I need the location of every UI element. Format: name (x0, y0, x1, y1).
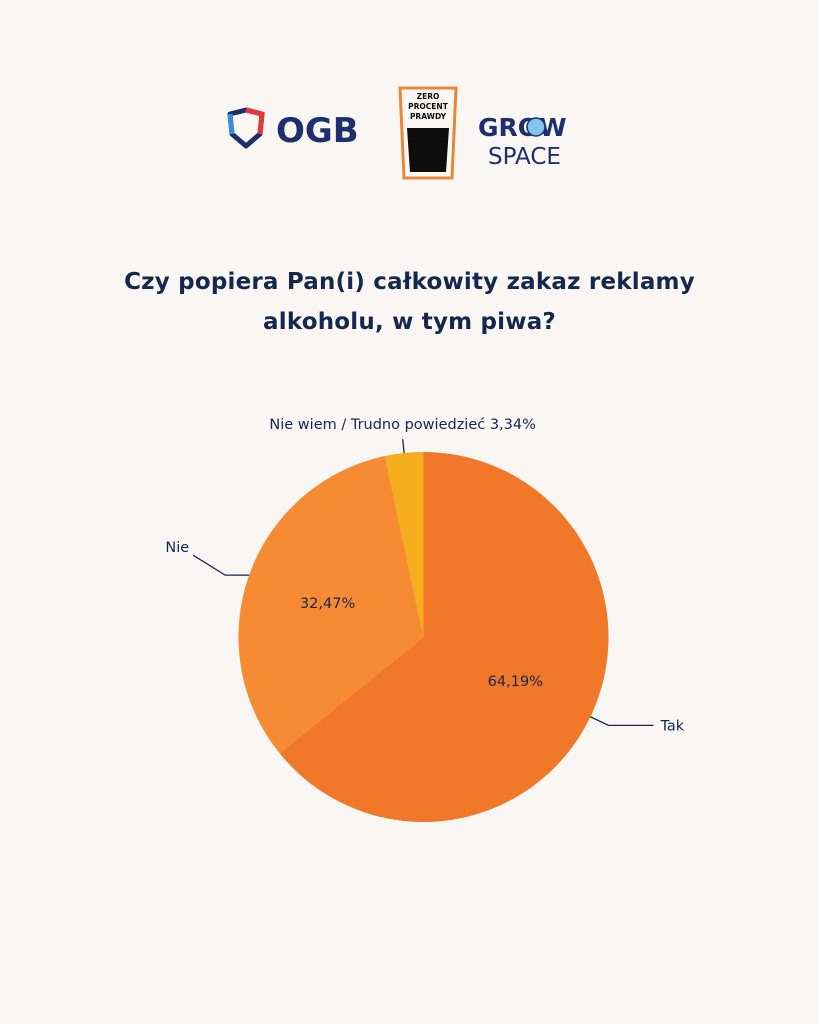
outside-label-1: Nie (165, 540, 189, 556)
outside-label-2: Nie wiem / Trudno powiedzieć 3,34% (269, 417, 536, 433)
chart-title: Czy popiera Pan(i) całkowity zakaz rekla… (124, 269, 695, 335)
value-label-1: 32,47% (300, 596, 355, 612)
ogb-shield-icon (227, 107, 265, 149)
ogb-logo: OGB (227, 107, 359, 151)
globe-icon (526, 117, 546, 137)
grow-space-line-1: GROW (478, 113, 567, 142)
pie-slice-2 (384, 452, 424, 637)
leader-line-1 (192, 554, 250, 576)
value-label-0: 64,19% (488, 674, 543, 690)
pie-slice-0 (279, 452, 609, 822)
grow-space-logo: GROW SPACE (478, 113, 567, 168)
glass-fill-icon (407, 128, 449, 172)
pie-labels: 64,19% 32,47% Tak Nie Nie wiem / Trudno powi… (165, 417, 684, 734)
pie-slice-1 (238, 456, 424, 754)
zpp-line-1: ZERO (417, 92, 440, 101)
leader-line-0 (590, 716, 654, 727)
outside-label-0: Tak (659, 718, 684, 734)
pie-chart: 64,19% 32,47% Tak Nie Nie wiem / Trudno powi… (165, 417, 685, 822)
leader-line-2 (402, 439, 405, 454)
grow-space-line-2: SPACE (488, 144, 561, 168)
pie-slices (238, 452, 609, 822)
logo-bar: OGB ZERO PROCENT PRAWDY GROW SPACE (0, 84, 819, 180)
leader-lines (192, 439, 654, 727)
zpp-line-2: PROCENT (408, 102, 449, 111)
zpp-line-3: PRAWDY (410, 112, 447, 121)
zero-procent-prawdy-logo: ZERO PROCENT PRAWDY (398, 86, 458, 180)
ogb-logo-text: OGB (276, 111, 359, 151)
